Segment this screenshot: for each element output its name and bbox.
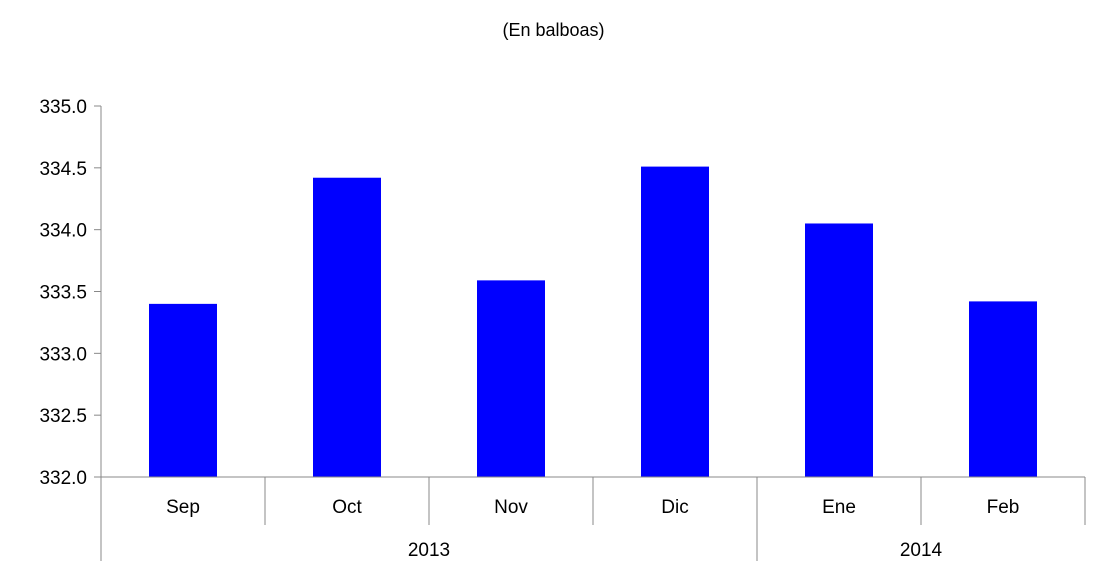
bar-sep xyxy=(149,303,217,477)
x-tick-label-oct: Oct xyxy=(332,497,362,518)
group-label-2013: 2013 xyxy=(408,540,450,561)
chart-subtitle: (En balboas) xyxy=(502,20,605,40)
y-tick-label: 335.0 xyxy=(39,97,87,118)
bar-ene xyxy=(805,223,873,477)
x-tick-label-feb: Feb xyxy=(987,497,1020,518)
bars-group xyxy=(149,166,1037,477)
y-tick-label: 332.5 xyxy=(39,406,87,427)
y-tick-label: 334.0 xyxy=(39,221,87,242)
x-tick-label-sep: Sep xyxy=(166,497,200,518)
x-tick-label-nov: Nov xyxy=(494,497,528,518)
bar-nov xyxy=(477,280,545,477)
x-tick-label-ene: Ene xyxy=(822,497,856,518)
bar-feb xyxy=(969,301,1037,477)
group-label-2014: 2014 xyxy=(900,540,943,561)
labels-group: 332.0 332.5 333.0 333.5 334.0 334.5 335.0 Sep Oc… xyxy=(39,97,1019,561)
y-tick-label: 333.5 xyxy=(39,283,87,304)
x-tick-label-dic: Dic xyxy=(661,497,688,518)
y-tick-label: 333.0 xyxy=(39,344,87,365)
y-tick-label: 334.5 xyxy=(39,159,87,180)
axes-group xyxy=(94,105,1086,561)
y-tick-label: 332.0 xyxy=(39,468,87,489)
bar-oct xyxy=(313,177,381,477)
bar-dic xyxy=(641,166,709,477)
